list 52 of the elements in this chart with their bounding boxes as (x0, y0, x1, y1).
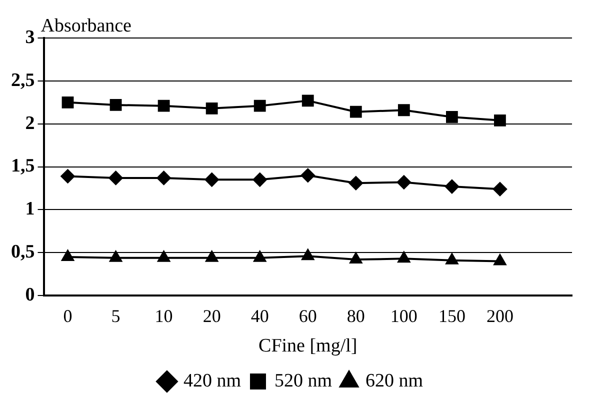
point (252, 172, 267, 187)
y-axis-title: Absorbance (40, 15, 132, 36)
point (444, 180, 459, 194)
point (398, 104, 410, 116)
y-tick-label: 2,5 (11, 70, 35, 91)
point (62, 250, 74, 261)
x-tick-label: 150 (438, 306, 466, 326)
point (108, 170, 123, 185)
y-tick-label: 0 (25, 284, 35, 306)
x-tick-label: 5 (111, 306, 120, 326)
y-tick-label: 1,5 (11, 156, 35, 177)
point (398, 252, 410, 263)
point (494, 114, 506, 126)
point (110, 99, 122, 111)
x-tick-label: 100 (390, 306, 418, 326)
y-tick-label: 3 (25, 26, 35, 48)
legend-label: 520 nm (274, 370, 332, 392)
y-tick-label: 1 (25, 198, 35, 220)
point (348, 176, 363, 190)
point (254, 250, 266, 262)
point (446, 253, 458, 264)
point (158, 100, 170, 112)
x-tick-label: 10 (154, 306, 173, 326)
point (302, 249, 314, 260)
point (156, 170, 171, 185)
point (62, 96, 74, 108)
point (492, 182, 507, 196)
y-tick-label: 0,5 (11, 242, 35, 263)
x-tick-label: 60 (298, 306, 317, 326)
legend-label: 420 nm (183, 370, 242, 392)
point (110, 250, 122, 262)
point (302, 94, 314, 107)
point (158, 250, 170, 262)
y-tick-label: 2 (25, 112, 35, 134)
x-tick-label: 40 (250, 306, 269, 326)
x-axis-title: CFine [mg/l] (258, 336, 358, 357)
x-tick-label: 80 (346, 306, 365, 326)
x-tick-label: 20 (202, 306, 221, 326)
point (206, 102, 218, 114)
point (204, 172, 219, 187)
point (254, 100, 266, 112)
point (60, 169, 75, 184)
point (206, 250, 218, 262)
x-tick-label: 200 (486, 306, 514, 326)
point (494, 254, 506, 266)
point (396, 175, 411, 190)
point (300, 168, 315, 182)
point (350, 252, 362, 264)
legend-label: 620 nm (366, 370, 424, 392)
point (446, 111, 458, 123)
point (350, 106, 362, 118)
x-tick-label: 0 (63, 306, 72, 326)
